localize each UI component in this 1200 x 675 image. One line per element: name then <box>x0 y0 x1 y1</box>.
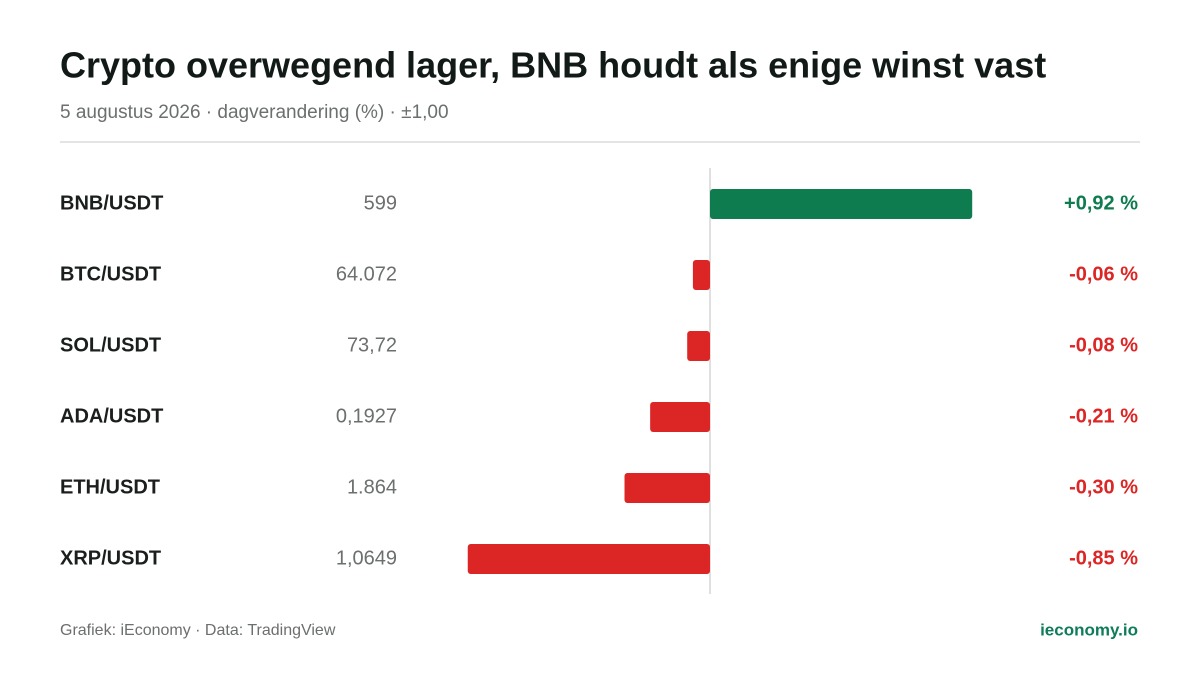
category-label: BTC/USDT <box>60 263 161 285</box>
price-label: 0,1927 <box>336 405 397 427</box>
category-label: SOL/USDT <box>60 334 161 356</box>
category-label: ETH/USDT <box>60 476 160 498</box>
value-label: -0,30 % <box>1069 476 1138 498</box>
value-label: -0,85 % <box>1069 547 1138 569</box>
value-label: -0,08 % <box>1069 334 1138 356</box>
source: Grafiek: iEconomy · Data: TradingView <box>60 622 336 639</box>
bar <box>687 331 710 361</box>
price-label: 73,72 <box>347 334 397 356</box>
price-label: 64.072 <box>336 263 397 285</box>
value-label: -0,06 % <box>1069 263 1138 285</box>
bar <box>710 189 973 219</box>
bar <box>467 544 710 574</box>
value-label: -0,21 % <box>1069 405 1138 427</box>
category-label: XRP/USDT <box>60 547 161 569</box>
category-label: ADA/USDT <box>60 405 163 427</box>
price-label: 1.864 <box>347 476 397 498</box>
brand: ieconomy.io <box>1040 620 1138 639</box>
price-label: 599 <box>364 192 397 214</box>
price-label: 1,0649 <box>336 547 397 569</box>
bar <box>650 402 710 432</box>
value-label: +0,92 % <box>1064 192 1138 214</box>
bar <box>692 260 710 290</box>
chart-title: Crypto overwegend lager, BNB houdt als e… <box>60 45 1046 86</box>
chart-subtitle: 5 augustus 2026 · dagverandering (%) · ±… <box>60 102 449 123</box>
bar <box>624 473 710 503</box>
category-label: BNB/USDT <box>60 192 163 214</box>
